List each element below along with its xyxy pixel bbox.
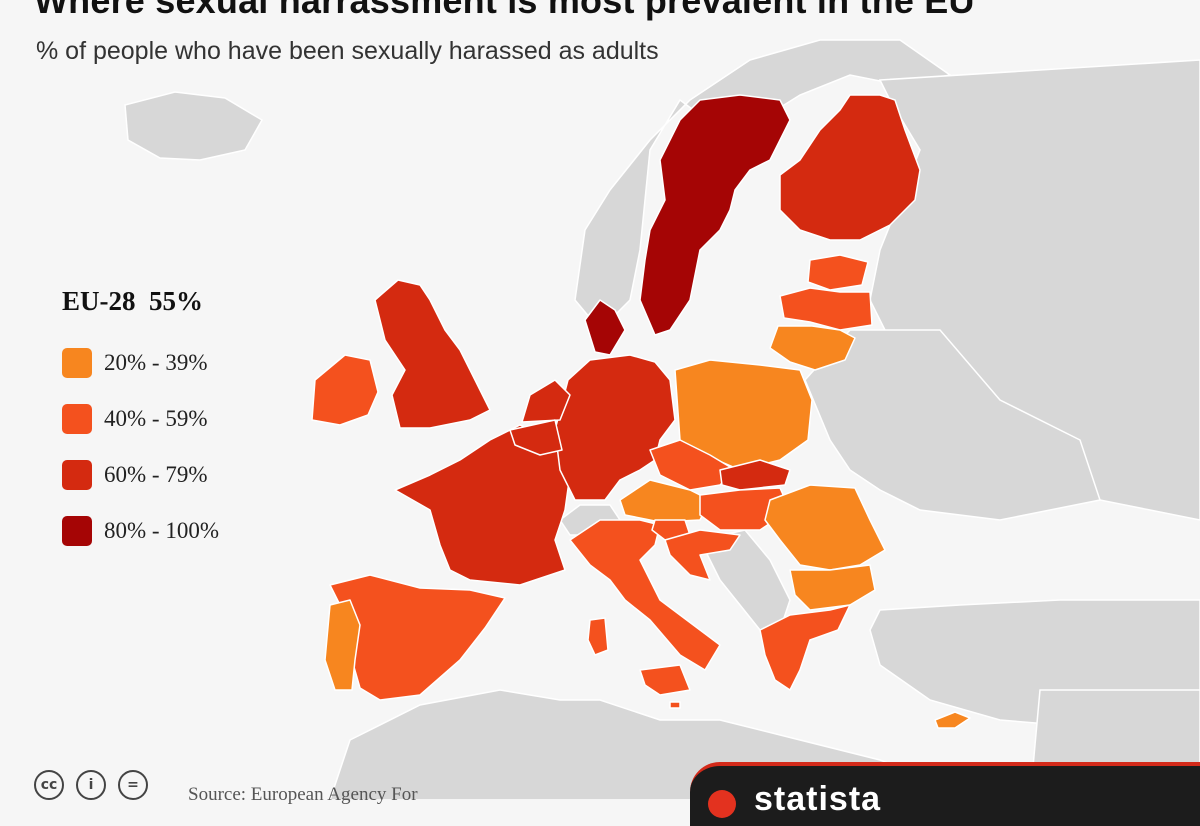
legend: EU-28 55% 20% - 39% 40% - 59% 60% - 79% … bbox=[62, 286, 219, 559]
country-finland bbox=[779, 94, 921, 241]
legend-swatch bbox=[62, 404, 92, 434]
country-germany bbox=[554, 354, 676, 501]
page-subtitle: % of people who have been sexually haras… bbox=[36, 37, 659, 65]
legend-label: 60% - 79% bbox=[104, 462, 208, 487]
legend-item: 20% - 39% bbox=[62, 335, 219, 391]
country-belgium bbox=[509, 419, 563, 456]
country-ireland bbox=[311, 354, 379, 426]
iceland bbox=[124, 91, 264, 161]
legend-label: 80% - 100% bbox=[104, 518, 219, 543]
country-lithuania bbox=[769, 325, 856, 371]
page-title: Where sexual harrassment is most prevale… bbox=[34, 0, 975, 21]
country-estonia bbox=[807, 254, 869, 291]
country-portugal bbox=[324, 599, 361, 691]
license-icons: cc i = bbox=[34, 770, 148, 800]
country-romania bbox=[764, 484, 886, 571]
brand-banner[interactable]: statista bbox=[690, 762, 1200, 826]
legend-item: 80% - 100% bbox=[62, 503, 219, 559]
source-note: Source: European Agency For bbox=[188, 784, 418, 805]
country-united-kingdom bbox=[374, 279, 491, 429]
legend-swatch bbox=[62, 348, 92, 378]
country-malta bbox=[669, 701, 681, 709]
legend-label: 40% - 59% bbox=[104, 406, 208, 431]
country-latvia bbox=[779, 287, 873, 331]
country-greece bbox=[759, 604, 851, 691]
cc-icon[interactable]: cc bbox=[34, 770, 64, 800]
nd-icon[interactable]: = bbox=[118, 770, 148, 800]
country-sweden bbox=[639, 94, 791, 336]
europe-map bbox=[124, 39, 1200, 800]
country-italy-sardinia bbox=[587, 617, 609, 656]
country-cyprus bbox=[934, 711, 971, 729]
legend-swatch bbox=[62, 460, 92, 490]
legend-swatch bbox=[62, 516, 92, 546]
country-italy-sicily bbox=[639, 664, 691, 696]
country-france bbox=[394, 424, 573, 586]
country-slovakia bbox=[719, 459, 791, 491]
by-icon[interactable]: i bbox=[76, 770, 106, 800]
legend-label: 20% - 39% bbox=[104, 350, 208, 375]
legend-item: 60% - 79% bbox=[62, 447, 219, 503]
non-eu-land bbox=[124, 39, 1200, 800]
country-denmark bbox=[584, 299, 626, 356]
statista-logo-icon bbox=[708, 790, 736, 818]
belarus-ukraine bbox=[804, 329, 1101, 521]
country-croatia bbox=[664, 529, 741, 581]
legend-eu-average: EU-28 55% bbox=[62, 286, 203, 316]
country-italy bbox=[569, 519, 721, 671]
country-bulgaria bbox=[789, 564, 876, 611]
legend-item: 40% - 59% bbox=[62, 391, 219, 447]
